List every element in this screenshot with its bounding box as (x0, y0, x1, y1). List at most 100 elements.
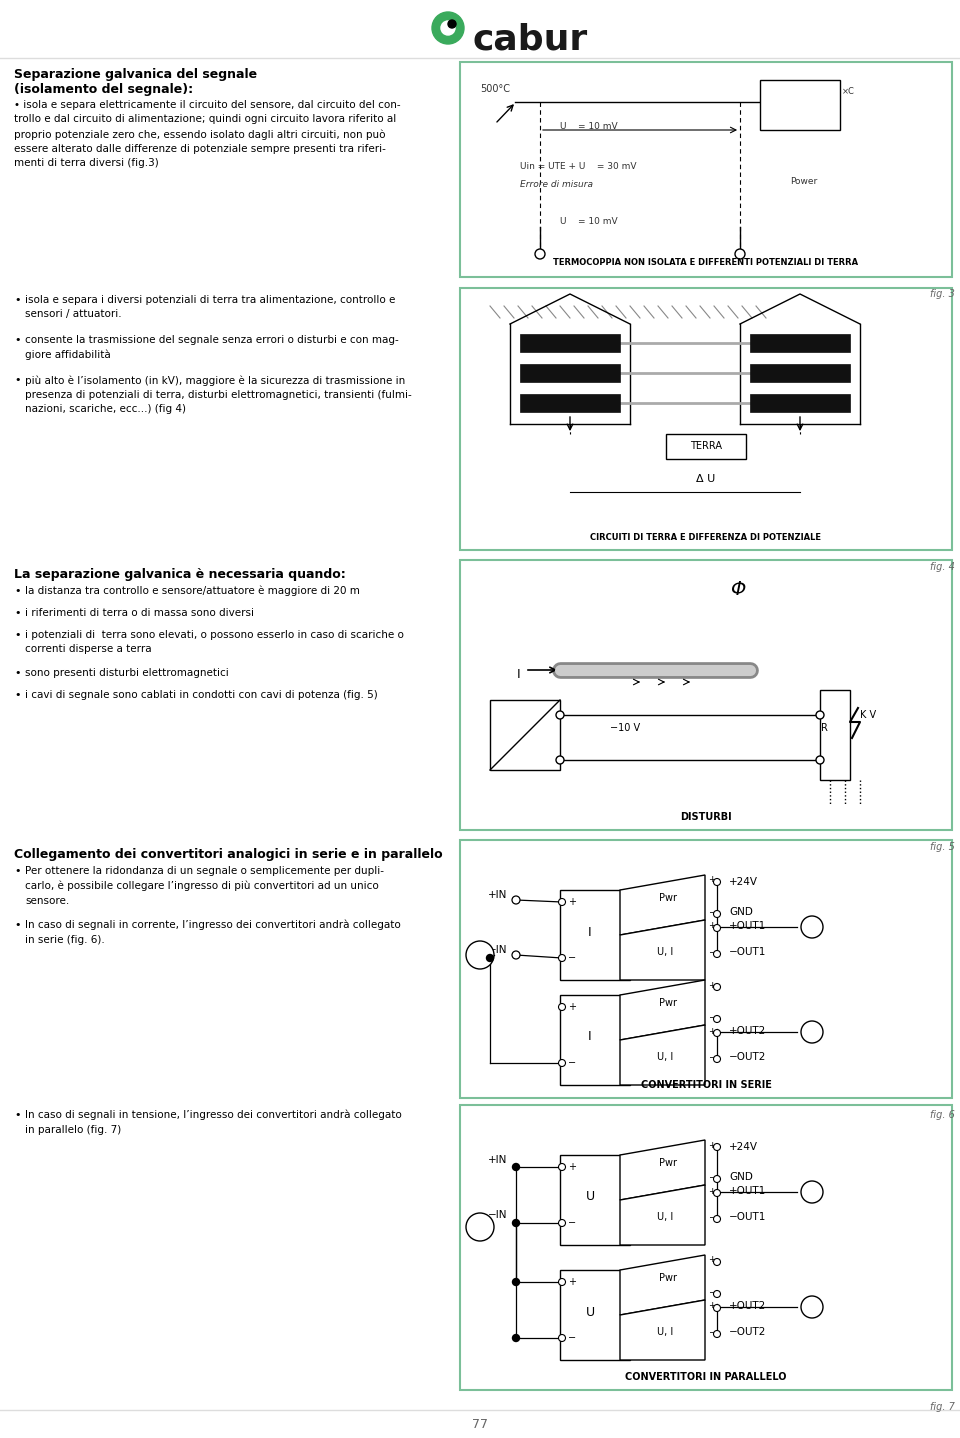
Text: −: − (568, 1058, 576, 1068)
Circle shape (432, 12, 464, 45)
Circle shape (801, 1021, 823, 1043)
Text: −IN: −IN (488, 1209, 508, 1219)
Circle shape (559, 1278, 565, 1286)
Text: •: • (14, 375, 20, 385)
Text: consente la trasmissione del segnale senza errori o disturbi e con mag-
giore af: consente la trasmissione del segnale sen… (25, 335, 398, 360)
Text: −10 V: −10 V (610, 723, 640, 733)
Text: Separazione galvanica del segnale: Separazione galvanica del segnale (14, 68, 257, 81)
Text: U: U (586, 1306, 594, 1319)
Text: •: • (14, 295, 20, 305)
Text: •: • (14, 866, 20, 876)
Circle shape (713, 925, 721, 932)
Text: Uin = UTE + U    = 30 mV: Uin = UTE + U = 30 mV (520, 162, 636, 171)
Text: −: − (708, 948, 715, 956)
Text: i riferimenti di terra o di massa sono diversi: i riferimenti di terra o di massa sono d… (25, 608, 254, 618)
Circle shape (559, 1004, 565, 1011)
Text: I: I (516, 669, 520, 682)
Text: +: + (708, 1301, 715, 1310)
Text: −: − (708, 1212, 715, 1221)
Text: −OUT1: −OUT1 (729, 948, 766, 958)
Polygon shape (620, 920, 705, 981)
Text: •: • (14, 335, 20, 345)
Circle shape (713, 1143, 721, 1150)
Text: −OUT1: −OUT1 (729, 1212, 766, 1222)
Circle shape (512, 951, 520, 959)
Text: •: • (14, 1110, 20, 1120)
Bar (666, 434, 746, 459)
Text: +: + (708, 922, 715, 930)
Circle shape (713, 1290, 721, 1297)
Circle shape (559, 955, 565, 962)
Circle shape (441, 22, 455, 35)
Text: i cavi di segnale sono cablati in condotti con cavi di potenza (fig. 5): i cavi di segnale sono cablati in condot… (25, 690, 377, 700)
Text: U, I: U, I (657, 1212, 673, 1222)
Text: −OUT2: −OUT2 (729, 1053, 766, 1063)
Text: U: U (586, 1191, 594, 1204)
Text: isola e separa i diversi potenziali di terra tra alimentazione, controllo e
sens: isola e separa i diversi potenziali di t… (25, 295, 396, 319)
Bar (750, 394, 850, 413)
Text: DISTURBI: DISTURBI (681, 812, 732, 823)
Text: • isola e separa elettricamente il circuito del sensore, dal circuito del con-
t: • isola e separa elettricamente il circu… (14, 101, 400, 168)
Text: •: • (14, 587, 20, 595)
Circle shape (713, 1055, 721, 1063)
Circle shape (713, 1330, 721, 1337)
Text: −: − (708, 907, 715, 916)
Bar (760, 81, 840, 129)
Text: +: + (708, 981, 715, 989)
Circle shape (556, 710, 564, 719)
Circle shape (559, 1163, 565, 1171)
Circle shape (801, 1181, 823, 1204)
Circle shape (713, 951, 721, 958)
Text: +OUT1: +OUT1 (729, 1186, 766, 1196)
Text: +: + (568, 1002, 576, 1012)
Text: −: − (568, 1333, 576, 1343)
Text: CONVERTITORI IN PARALLELO: CONVERTITORI IN PARALLELO (625, 1372, 787, 1382)
Bar (460, 840, 952, 1099)
Text: +: + (708, 876, 715, 884)
Text: U, I: U, I (657, 948, 673, 958)
Text: cabur: cabur (472, 23, 588, 58)
Text: U    = 10 mV: U = 10 mV (560, 217, 617, 226)
Text: fig. 3: fig. 3 (930, 289, 955, 299)
Bar (520, 394, 620, 413)
Text: Power: Power (790, 177, 817, 186)
Text: +OUT2: +OUT2 (729, 1025, 766, 1035)
Circle shape (713, 1258, 721, 1265)
Text: +IN: +IN (488, 890, 508, 900)
Bar (460, 1104, 952, 1391)
Text: GND: GND (729, 1172, 753, 1182)
Circle shape (713, 1189, 721, 1196)
Polygon shape (620, 1025, 705, 1086)
Text: più alto è l’isolamento (in kV), maggiore è la sicurezza di trasmissione in
pres: più alto è l’isolamento (in kV), maggior… (25, 375, 412, 414)
Text: (isolamento del segnale):: (isolamento del segnale): (14, 83, 193, 96)
Circle shape (713, 879, 721, 886)
Circle shape (816, 710, 824, 719)
Circle shape (513, 1219, 519, 1227)
Circle shape (713, 984, 721, 991)
Polygon shape (620, 1185, 705, 1245)
Text: GND: GND (729, 907, 753, 917)
Text: •: • (14, 690, 20, 700)
Bar (560, 995, 630, 1086)
Circle shape (713, 1304, 721, 1311)
Circle shape (512, 896, 520, 905)
Circle shape (466, 1214, 494, 1241)
Bar (560, 1270, 630, 1360)
Text: TERRA: TERRA (690, 441, 722, 452)
Text: +24V: +24V (729, 1142, 758, 1152)
Bar (520, 364, 620, 383)
Text: Φ: Φ (730, 580, 745, 600)
Text: La separazione galvanica è necessaria quando:: La separazione galvanica è necessaria qu… (14, 568, 346, 581)
Circle shape (801, 916, 823, 938)
Circle shape (559, 1219, 565, 1227)
Circle shape (713, 1215, 721, 1222)
Text: Per ottenere la ridondanza di un segnale o semplicemente per dupli-
carlo, è pos: Per ottenere la ridondanza di un segnale… (25, 866, 384, 906)
Text: +OUT1: +OUT1 (729, 920, 766, 930)
Polygon shape (620, 981, 705, 1040)
Circle shape (487, 955, 493, 962)
Text: Pwr: Pwr (659, 998, 677, 1008)
Polygon shape (620, 874, 705, 935)
Text: TERMOCOPPIA NON ISOLATA E DIFFERENTI POTENZIALI DI TERRA: TERMOCOPPIA NON ISOLATA E DIFFERENTI POT… (553, 257, 858, 267)
Text: sono presenti disturbi elettromagnetici: sono presenti disturbi elettromagnetici (25, 669, 228, 677)
Text: −: − (568, 953, 576, 963)
